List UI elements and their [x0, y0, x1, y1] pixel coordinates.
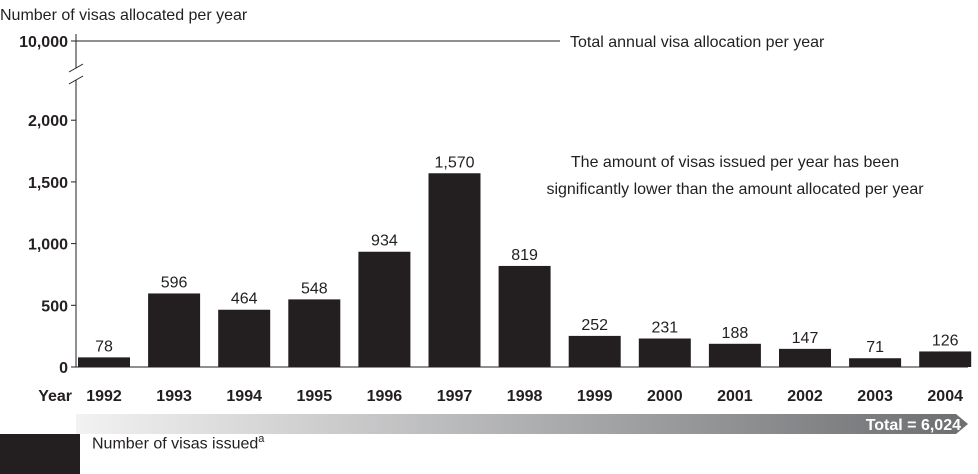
bar-1993	[148, 293, 201, 367]
axis-break-mark	[68, 63, 84, 73]
bar-value-label: 188	[722, 325, 749, 342]
axis-break-mark	[68, 75, 84, 85]
legend: Number of visas issueda	[0, 433, 264, 474]
legend-swatch	[0, 434, 80, 474]
y-tick-label: 500	[41, 298, 68, 315]
bar-1997	[428, 173, 481, 367]
total-arrow	[76, 414, 968, 434]
bar-1995	[288, 299, 341, 367]
x-tick-label: 1999	[577, 388, 613, 405]
x-tick-label: 1992	[86, 388, 122, 405]
legend-label: Number of visas issueda	[92, 433, 264, 453]
x-tick-label: 1997	[437, 388, 473, 405]
bar-value-label: 596	[161, 274, 188, 291]
bar-2002	[779, 348, 831, 367]
x-axis-title: Year	[38, 388, 72, 405]
bar-2004	[919, 351, 972, 367]
bar-value-label: 71	[866, 339, 884, 356]
x-tick-label: 2004	[927, 388, 963, 405]
bar-1996	[358, 251, 411, 367]
bar-value-label: 252	[581, 317, 608, 334]
legend-footnote-mark: a	[258, 432, 265, 445]
x-tick-label: 2003	[857, 388, 893, 405]
bar-value-label: 231	[651, 319, 678, 336]
x-tick-label: 1998	[507, 388, 543, 405]
x-tick-label: 2002	[787, 388, 823, 405]
y-tick-label: 1,000	[28, 237, 68, 254]
bar-value-label: 464	[231, 291, 258, 308]
bar-value-label: 934	[371, 233, 398, 250]
total-label: Total = 6,024	[866, 417, 961, 434]
x-tick-label: 2001	[717, 388, 753, 405]
bar-value-label: 78	[95, 338, 113, 355]
bar-2001	[708, 343, 761, 367]
bar-1999	[568, 335, 621, 367]
y-tick-label: 1,500	[28, 175, 68, 192]
annotation-line: significantly lower than the amount allo…	[546, 181, 924, 198]
bar-1994	[218, 309, 271, 367]
allocation-line-label: Total annual visa allocation per year	[570, 34, 825, 51]
x-tick-label: 1996	[367, 388, 403, 405]
legend-label-text: Number of visas issued	[92, 435, 259, 453]
bar-1992	[78, 357, 130, 367]
x-tick-label: 1995	[297, 388, 333, 405]
x-tick-label: 1994	[226, 388, 262, 405]
bar-2000	[638, 338, 691, 367]
y-tick-label: 0	[59, 360, 68, 377]
y-axis-title: Number of visas allocated per year	[0, 7, 248, 24]
bar-value-label: 548	[301, 280, 328, 297]
y-tick-label: 10,000	[19, 34, 68, 51]
x-tick-label: 1993	[156, 388, 192, 405]
bar-1998	[498, 265, 551, 367]
bar-value-label: 126	[932, 332, 959, 349]
bar-value-label: 147	[792, 330, 819, 347]
bar-value-label: 819	[511, 247, 538, 264]
y-tick-label: 2,000	[28, 113, 68, 130]
bar-value-label: 1,570	[434, 154, 474, 171]
x-tick-label: 2000	[647, 388, 683, 405]
bar-2003	[849, 358, 902, 367]
annotation-line: The amount of visas issued per year has …	[571, 154, 899, 171]
